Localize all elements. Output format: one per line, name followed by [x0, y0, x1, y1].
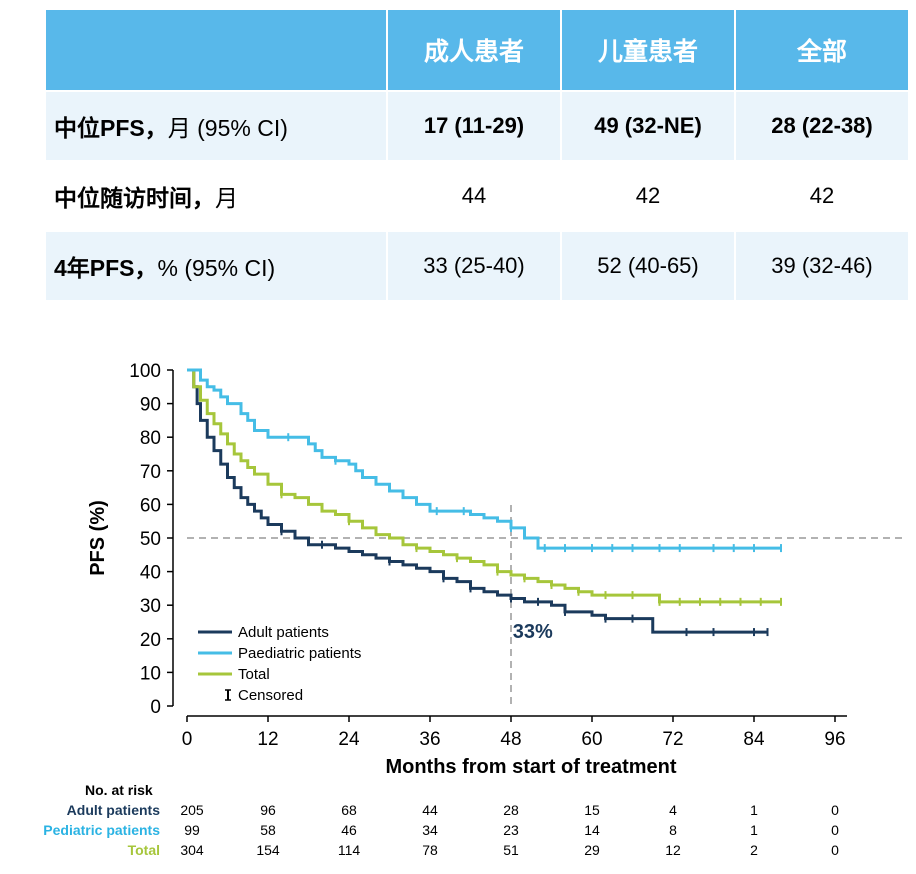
risk-row-label: Pediatric patients	[43, 822, 160, 838]
cell-value: 42	[736, 162, 910, 232]
legend: Adult patients Paediatric patients Total Ce…	[198, 624, 361, 704]
legend-label-censored: Censored	[238, 687, 303, 704]
table-row: 4年PFS，% (95% CI) 33 (25-40) 52 (40-65) 3…	[46, 232, 910, 302]
y-tick-label: 10	[140, 663, 161, 684]
cell-value: 39 (32-46)	[736, 232, 910, 302]
table-row: 中位PFS，月 (95% CI) 17 (11-29) 49 (32-NE) 2…	[46, 92, 910, 162]
y-tick-label: 30	[140, 596, 161, 617]
risk-value: 0	[831, 822, 839, 838]
risk-value: 8	[669, 822, 677, 838]
cell-value: 17 (11-29)	[388, 92, 562, 162]
header-total: 全部	[736, 10, 910, 92]
series-line-0	[187, 368, 768, 634]
risk-value: 14	[584, 822, 600, 838]
x-tick-label: 96	[824, 729, 845, 750]
risk-value: 1	[750, 802, 758, 818]
risk-value: 4	[669, 802, 677, 818]
risk-row-label: Adult patients	[66, 802, 160, 818]
risk-value: 44	[422, 802, 438, 818]
y-tick-label: 60	[140, 495, 161, 516]
row-label-normal: 月 (95% CI)	[167, 115, 288, 141]
row-label-normal: 月	[215, 185, 238, 211]
risk-value: 12	[665, 842, 681, 858]
risk-value: 0	[831, 842, 839, 858]
risk-value: 1	[750, 822, 758, 838]
x-tick-label: 72	[662, 729, 683, 750]
risk-value: 304	[180, 842, 204, 858]
x-tick-label: 48	[500, 729, 521, 750]
risk-value: 58	[260, 822, 276, 838]
cell-value: 28 (22-38)	[736, 92, 910, 162]
row-label-bold: 4年PFS，	[54, 255, 158, 281]
y-tick-label: 50	[140, 529, 161, 550]
y-tick-label: 80	[140, 428, 161, 449]
legend-label-0: Adult patients	[238, 624, 329, 641]
header-paediatric: 儿童患者	[562, 10, 736, 92]
risk-value: 46	[341, 822, 357, 838]
row-label: 中位PFS，月 (95% CI)	[46, 92, 388, 162]
row-label-normal: % (95% CI)	[157, 255, 276, 281]
y-tick-label: 0	[150, 697, 161, 718]
risk-value: 0	[831, 802, 839, 818]
x-axis-title: Months from start of treatment	[385, 756, 676, 778]
risk-value: 68	[341, 802, 357, 818]
row-label-bold: 中位PFS，	[54, 115, 168, 141]
y-tick-label: 40	[140, 563, 161, 584]
row-label-bold: 中位随访时间，	[54, 185, 215, 211]
table-header-row: 成人患者 儿童患者 全部	[46, 10, 910, 92]
risk-value: 34	[422, 822, 438, 838]
y-tick-label: 100	[129, 361, 161, 382]
risk-table: No. at risk Adult patients 205 96 68 44 28 15 4…	[0, 780, 916, 870]
risk-value: 28	[503, 802, 519, 818]
series-group	[187, 368, 782, 637]
reference-lines	[187, 505, 905, 706]
annotation-33-percent: 33%	[513, 621, 553, 643]
risk-value: 15	[584, 802, 600, 818]
cell-value: 33 (25-40)	[388, 232, 562, 302]
cell-value: 42	[562, 162, 736, 232]
risk-value: 78	[422, 842, 438, 858]
risk-value: 114	[337, 842, 361, 858]
risk-value: 154	[256, 842, 280, 858]
risk-value: 29	[584, 842, 600, 858]
risk-value: 99	[184, 822, 200, 838]
y-axis-title: PFS (%)	[87, 500, 109, 576]
x-tick-label: 24	[338, 729, 360, 750]
cell-value: 44	[388, 162, 562, 232]
risk-value: 205	[180, 802, 204, 818]
y-tick-label: 90	[140, 395, 161, 416]
legend-label-2: Total	[238, 666, 270, 683]
row-label: 4年PFS，% (95% CI)	[46, 232, 388, 302]
x-tick-label: 12	[257, 729, 278, 750]
row-label: 中位随访时间，月	[46, 162, 388, 232]
series-line-2	[187, 368, 781, 604]
header-cell-empty	[46, 10, 388, 92]
risk-value: 2	[750, 842, 758, 858]
risk-value: 23	[503, 822, 519, 838]
x-tick-label: 0	[182, 729, 193, 750]
series-line-1	[187, 368, 781, 550]
header-adult: 成人患者	[388, 10, 562, 92]
table-row: 中位随访时间，月 44 42 42	[46, 162, 910, 232]
cell-value: 49 (32-NE)	[562, 92, 736, 162]
x-tick-label: 36	[419, 729, 440, 750]
y-tick-label: 20	[140, 630, 161, 651]
risk-row-label: Total	[127, 842, 160, 858]
x-tick-label: 84	[743, 729, 765, 750]
y-tick-label: 70	[140, 462, 161, 483]
legend-label-1: Paediatric patients	[238, 645, 361, 662]
risk-table-title: No. at risk	[85, 782, 153, 798]
x-tick-label: 60	[581, 729, 602, 750]
axes: 0 10 20 30 40 50 60 70 80 90 100 0 12 24 36 48 60 72 84 96	[129, 361, 847, 750]
summary-table: 成人患者 儿童患者 全部 中位PFS，月 (95% CI) 17 (11-29)…	[46, 10, 910, 302]
risk-value: 96	[260, 802, 276, 818]
risk-value: 51	[503, 842, 519, 858]
cell-value: 52 (40-65)	[562, 232, 736, 302]
